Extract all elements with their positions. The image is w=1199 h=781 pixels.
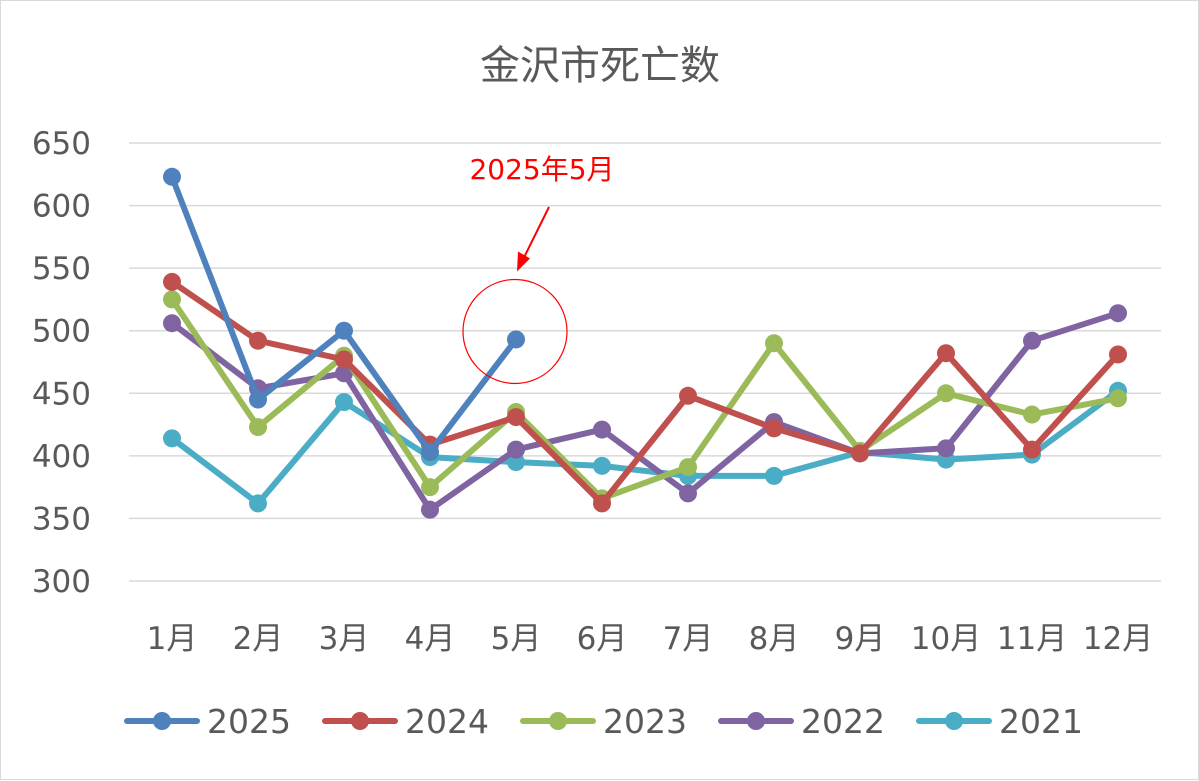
annotation-arrow-line xyxy=(521,206,550,262)
x-tick-label: 3月 xyxy=(319,621,370,657)
legend-item-2023: 2023 xyxy=(520,702,687,741)
data-point xyxy=(249,418,267,437)
legend-item-2021: 2021 xyxy=(916,702,1083,741)
legend-marker xyxy=(351,712,369,730)
data-point xyxy=(335,321,353,340)
legend-item-2025: 2025 xyxy=(124,702,291,741)
legend-label: 2023 xyxy=(603,702,687,741)
y-tick-label: 500 xyxy=(32,314,91,350)
data-point xyxy=(163,272,181,291)
annotation-label: 2025年5月 xyxy=(469,153,614,186)
legend: 2025 2024 2023 2022 2021 xyxy=(124,702,1083,741)
data-point xyxy=(765,466,783,485)
data-point xyxy=(765,334,783,353)
data-point xyxy=(1109,345,1127,364)
annotation-arrow-head xyxy=(517,251,530,272)
legend-marker xyxy=(549,712,567,730)
data-point xyxy=(593,494,611,513)
data-point xyxy=(507,330,525,349)
legend-marker xyxy=(153,712,171,730)
annotation: 2025年5月 xyxy=(462,153,615,385)
data-point xyxy=(335,364,353,383)
data-point xyxy=(679,458,697,477)
series-2024 xyxy=(163,272,1127,513)
data-point xyxy=(421,478,439,497)
data-point xyxy=(851,444,869,463)
legend-label: 2022 xyxy=(801,702,885,741)
y-tick-label: 400 xyxy=(32,439,91,475)
chart-title: 金沢市死亡数 xyxy=(480,43,720,89)
legend-item-2024: 2024 xyxy=(322,702,489,741)
x-tick-label: 4月 xyxy=(405,621,456,657)
x-tick-label: 10月 xyxy=(911,621,981,657)
data-point xyxy=(937,439,955,458)
x-tick-label: 6月 xyxy=(577,621,628,657)
data-point xyxy=(1109,389,1127,408)
data-point xyxy=(507,408,525,427)
data-point xyxy=(507,440,525,459)
data-point xyxy=(335,393,353,412)
data-point xyxy=(679,484,697,503)
gridlines xyxy=(129,142,1161,582)
y-tick-label: 550 xyxy=(32,251,91,287)
data-point xyxy=(421,500,439,519)
x-tick-label: 5月 xyxy=(491,621,542,657)
series-line-2024 xyxy=(169,278,1121,507)
legend-label: 2025 xyxy=(207,702,291,741)
data-point xyxy=(1023,440,1041,459)
x-axis-tick-labels: 1月 2月 3月 4月 5月 6月 7月 8月 9月 10月 11月 12月 xyxy=(147,621,1154,657)
y-tick-label: 350 xyxy=(32,501,91,537)
y-axis-tick-labels: 300 350 400 450 500 550 600 650 xyxy=(32,126,91,600)
annotation-circle xyxy=(462,278,568,385)
legend-marker xyxy=(747,712,765,730)
y-tick-label: 600 xyxy=(32,189,91,225)
data-point xyxy=(335,350,353,369)
series-2022 xyxy=(163,304,1127,519)
data-point xyxy=(1023,405,1041,424)
series-line-2021 xyxy=(169,387,1121,507)
data-point xyxy=(421,443,439,462)
series-2025 xyxy=(163,167,525,462)
x-tick-label: 11月 xyxy=(997,621,1067,657)
x-tick-label: 8月 xyxy=(749,621,800,657)
data-point xyxy=(593,420,611,439)
data-point xyxy=(163,314,181,333)
series-line-2022 xyxy=(169,310,1121,513)
data-point xyxy=(163,167,181,186)
legend-item-2022: 2022 xyxy=(718,702,885,741)
x-tick-label: 12月 xyxy=(1083,621,1153,657)
data-point xyxy=(937,344,955,363)
legend-marker xyxy=(945,712,963,730)
data-point xyxy=(1109,304,1127,323)
data-point xyxy=(507,453,525,472)
data-point xyxy=(679,386,697,405)
x-tick-label: 7月 xyxy=(663,621,714,657)
data-point xyxy=(1023,331,1041,350)
data-point xyxy=(249,331,267,350)
data-point xyxy=(593,456,611,475)
x-tick-label: 1月 xyxy=(147,621,198,657)
x-tick-label: 9月 xyxy=(835,621,886,657)
y-tick-label: 450 xyxy=(32,376,91,412)
series-line-2023 xyxy=(169,296,1121,502)
legend-label: 2021 xyxy=(999,702,1083,741)
x-tick-label: 2月 xyxy=(233,621,284,657)
data-point xyxy=(163,290,181,309)
data-point xyxy=(249,494,267,513)
y-tick-label: 650 xyxy=(32,126,91,162)
data-point xyxy=(249,390,267,409)
data-point xyxy=(765,419,783,438)
data-point xyxy=(937,384,955,403)
series-lines xyxy=(163,167,1127,519)
y-tick-label: 300 xyxy=(32,564,91,600)
data-point xyxy=(163,429,181,448)
legend-label: 2024 xyxy=(405,702,489,741)
